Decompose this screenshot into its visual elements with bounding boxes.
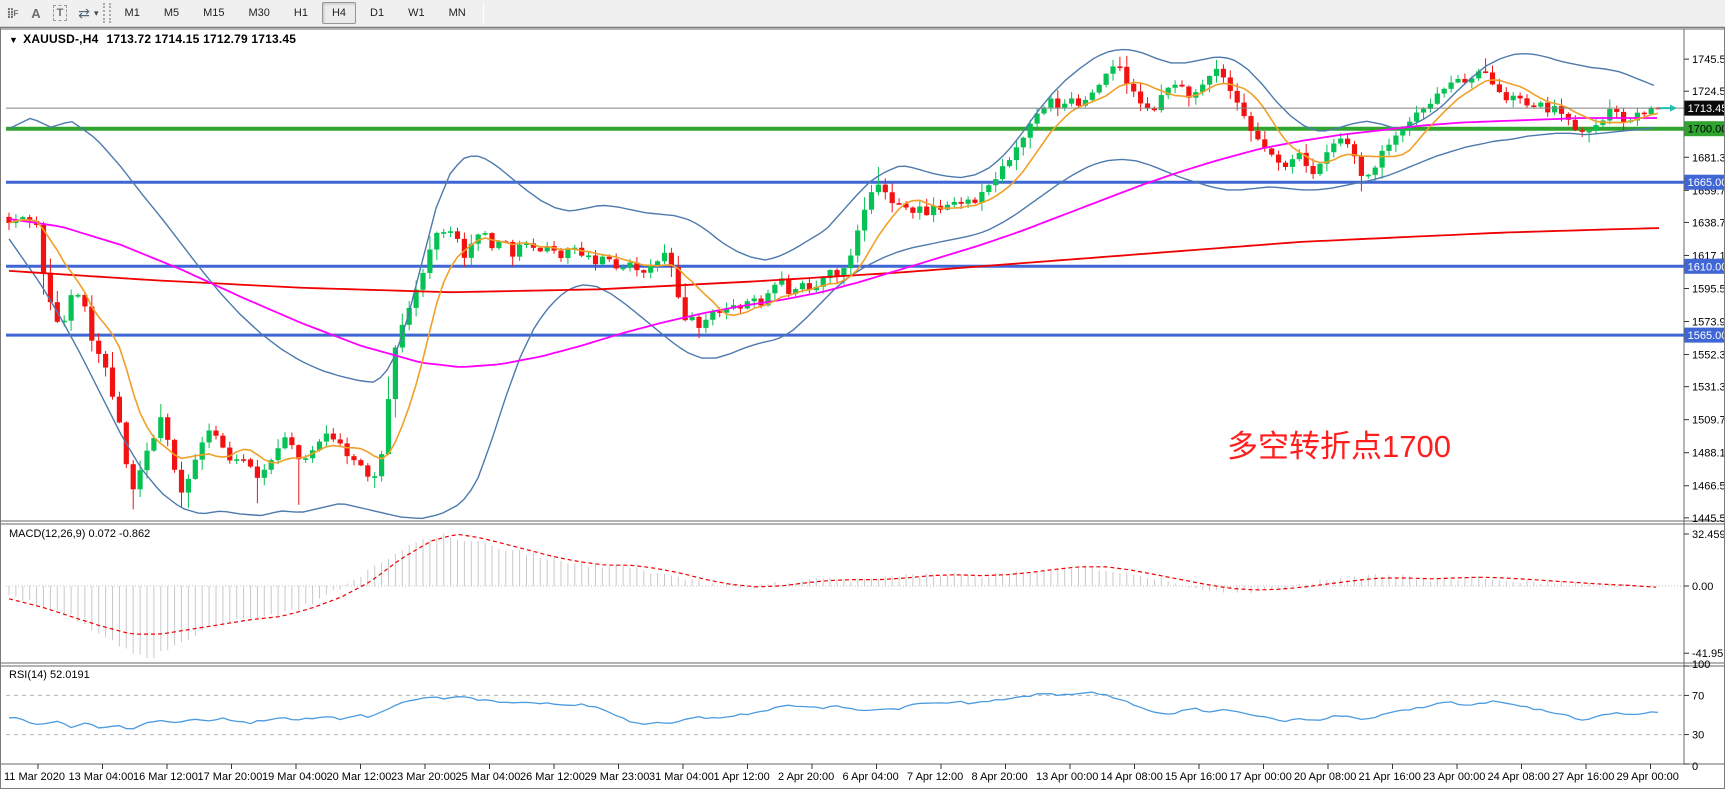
toolbar-grip[interactable] xyxy=(102,3,111,23)
ohlc-values: 1713.72 1714.15 1712.79 1713.45 xyxy=(106,32,297,46)
svg-text:1724.50: 1724.50 xyxy=(1692,86,1724,98)
svg-text:RSI(14) 52.0191: RSI(14) 52.0191 xyxy=(9,669,90,681)
svg-text:26 Mar 12:00: 26 Mar 12:00 xyxy=(520,771,585,783)
chart-canvas[interactable]: 1745.501724.501681.301659.701638.701617.… xyxy=(1,28,1724,788)
timeframe-button-m30[interactable]: M30 xyxy=(239,2,280,24)
svg-text:1713.45: 1713.45 xyxy=(1688,103,1724,115)
svg-text:0: 0 xyxy=(1692,761,1698,773)
svg-text:1681.30: 1681.30 xyxy=(1692,152,1724,164)
svg-text:32.459: 32.459 xyxy=(1692,529,1724,541)
svg-text:100: 100 xyxy=(1692,659,1710,671)
svg-text:6 Apr 04:00: 6 Apr 04:00 xyxy=(843,771,899,783)
svg-text:1745.50: 1745.50 xyxy=(1692,54,1724,66)
svg-text:1488.10: 1488.10 xyxy=(1692,448,1724,460)
timeframe-button-mn[interactable]: MN xyxy=(439,2,476,24)
svg-text:29 Apr 00:00: 29 Apr 00:00 xyxy=(1617,771,1679,783)
svg-text:1 Apr 12:00: 1 Apr 12:00 xyxy=(714,771,770,783)
svg-text:27 Apr 16:00: 27 Apr 16:00 xyxy=(1552,771,1614,783)
svg-text:19 Mar 04:00: 19 Mar 04:00 xyxy=(262,771,327,783)
svg-text:1531.30: 1531.30 xyxy=(1692,382,1724,394)
timeframe-button-h4[interactable]: H4 xyxy=(321,2,357,24)
timeframe-button-w1[interactable]: W1 xyxy=(398,2,435,24)
svg-text:31 Mar 04:00: 31 Mar 04:00 xyxy=(649,771,714,783)
svg-text:MACD(12,26,9) 0.072 -0.862: MACD(12,26,9) 0.072 -0.862 xyxy=(9,528,150,540)
svg-text:13 Apr 00:00: 13 Apr 00:00 xyxy=(1036,771,1098,783)
svg-text:23 Mar 20:00: 23 Mar 20:00 xyxy=(391,771,456,783)
toolbar: ⣿ F A T ⇄ ▾ M1 M5 M15 M30 H1 H4 D1 W1 MN xyxy=(0,0,1725,27)
chart-autoscroll-icon[interactable]: ⣿ F xyxy=(6,7,19,19)
svg-text:1595.50: 1595.50 xyxy=(1692,283,1724,295)
text-box-icon[interactable]: T xyxy=(49,2,71,24)
svg-text:24 Apr 08:00: 24 Apr 08:00 xyxy=(1488,771,1550,783)
toolbar-separator xyxy=(482,2,484,24)
svg-text:1700.00: 1700.00 xyxy=(1688,124,1724,136)
svg-text:30: 30 xyxy=(1692,730,1704,742)
timeframe-button-m15[interactable]: M15 xyxy=(193,2,234,24)
svg-text:15 Apr 16:00: 15 Apr 16:00 xyxy=(1165,771,1227,783)
timeframe-button-h1[interactable]: H1 xyxy=(284,2,318,24)
svg-text:1552.30: 1552.30 xyxy=(1692,350,1724,362)
symbol-dropdown-icon[interactable]: ▼ xyxy=(9,35,19,45)
svg-text:1573.90: 1573.90 xyxy=(1692,317,1724,329)
timeframe-button-d1[interactable]: D1 xyxy=(360,2,394,24)
svg-text:1466.50: 1466.50 xyxy=(1692,481,1724,493)
chart-window: 1745.501724.501681.301659.701638.701617.… xyxy=(0,27,1725,789)
svg-text:20 Apr 08:00: 20 Apr 08:00 xyxy=(1294,771,1356,783)
timeframe-button-m5[interactable]: M5 xyxy=(154,2,189,24)
svg-text:-41.95: -41.95 xyxy=(1692,648,1723,660)
symbol-period-label: XAUUSD-,H4 xyxy=(23,32,99,46)
svg-text:2 Apr 20:00: 2 Apr 20:00 xyxy=(778,771,834,783)
line-studies-icon[interactable]: ⇄ xyxy=(78,4,90,21)
svg-text:1665.00: 1665.00 xyxy=(1688,177,1724,189)
text-label-icon[interactable]: A xyxy=(31,5,41,21)
svg-text:11 Mar 2020: 11 Mar 2020 xyxy=(4,771,65,783)
svg-text:13 Mar 04:00: 13 Mar 04:00 xyxy=(69,771,134,783)
svg-text:17 Mar 20:00: 17 Mar 20:00 xyxy=(198,771,263,783)
svg-text:20 Mar 12:00: 20 Mar 12:00 xyxy=(327,771,392,783)
svg-text:21 Apr 16:00: 21 Apr 16:00 xyxy=(1359,771,1421,783)
chart-annotation-text: 多空转折点1700 xyxy=(1227,429,1451,464)
svg-text:25 Mar 04:00: 25 Mar 04:00 xyxy=(456,771,521,783)
svg-text:8 Apr 20:00: 8 Apr 20:00 xyxy=(972,771,1028,783)
timeframe-toolbar: M1 M5 M15 M30 H1 H4 D1 W1 MN xyxy=(113,2,478,24)
dropdown-caret-icon[interactable]: ▾ xyxy=(94,7,99,18)
autoscroll-f-label: F xyxy=(13,8,18,18)
svg-text:1610.00: 1610.00 xyxy=(1688,261,1724,273)
svg-text:1565.00: 1565.00 xyxy=(1688,330,1724,342)
svg-text:29 Mar 23:00: 29 Mar 23:00 xyxy=(585,771,650,783)
svg-text:23 Apr 00:00: 23 Apr 00:00 xyxy=(1423,771,1485,783)
svg-text:16 Mar 12:00: 16 Mar 12:00 xyxy=(133,771,198,783)
svg-text:1638.70: 1638.70 xyxy=(1692,217,1724,229)
svg-text:17 Apr 00:00: 17 Apr 00:00 xyxy=(1230,771,1292,783)
svg-text:7 Apr 12:00: 7 Apr 12:00 xyxy=(907,771,963,783)
svg-text:14 Apr 08:00: 14 Apr 08:00 xyxy=(1101,771,1163,783)
svg-text:0.00: 0.00 xyxy=(1692,581,1713,593)
svg-text:1509.70: 1509.70 xyxy=(1692,415,1724,427)
chart-title-bar: ▼ XAUUSD-,H4 1713.72 1714.15 1712.79 1713.… xyxy=(9,32,296,46)
svg-text:1445.50: 1445.50 xyxy=(1692,513,1724,525)
svg-text:70: 70 xyxy=(1692,690,1704,702)
timeframe-button-m1[interactable]: M1 xyxy=(115,2,150,24)
